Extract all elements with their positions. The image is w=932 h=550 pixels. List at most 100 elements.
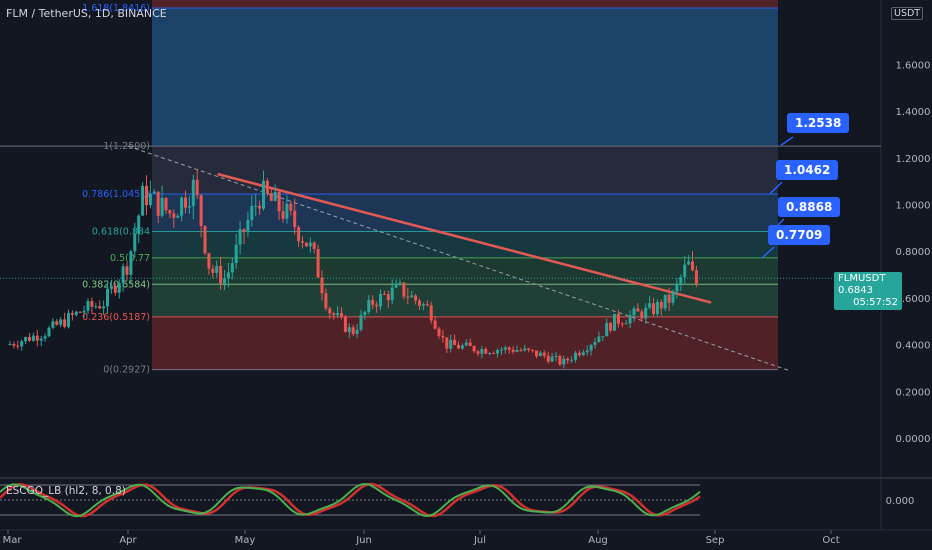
last-price-badge: FLMUSDT 0.6843 05:57:52 — [834, 272, 902, 310]
fib-label-2: 0.786(1.0451) — [82, 189, 150, 200]
candle-body-77 — [308, 242, 312, 247]
candle-body-59 — [238, 229, 242, 245]
indicator-title[interactable]: ESCGO_LB (hl2, 8, 0.8) — [6, 485, 126, 497]
candle-body-20 — [86, 301, 90, 311]
candle-body-40 — [164, 197, 168, 211]
last-price-symbol-price: FLMUSDT 0.6843 — [838, 273, 898, 297]
candles — [8, 169, 698, 369]
candle-body-57 — [230, 263, 234, 273]
candle-body-129 — [511, 349, 515, 352]
candle-body-4 — [24, 337, 28, 342]
candle-body-35 — [145, 185, 148, 206]
candle-body-36 — [148, 193, 152, 206]
candle-body-104 — [414, 295, 418, 301]
candle-body-34 — [141, 185, 145, 216]
candle-body-81 — [324, 293, 328, 309]
candle-body-48 — [195, 179, 199, 196]
fib-label-6: 0.236(0.5187) — [82, 312, 150, 323]
candle-body-155 — [613, 313, 616, 331]
x-tick-label-0: Mar — [3, 535, 23, 546]
candle-body-38 — [156, 191, 160, 216]
badge-countdown: 05:57:52 — [853, 297, 898, 308]
candle-body-143 — [566, 358, 570, 361]
resistance-trendline — [217, 172, 712, 304]
currency-label[interactable]: USDT — [891, 7, 924, 20]
candle-body-10 — [47, 327, 51, 337]
candle-body-15 — [67, 313, 70, 327]
x-tick-label-2: May — [235, 535, 256, 546]
candle-body-1 — [12, 344, 16, 346]
candle-body-173 — [683, 264, 687, 278]
y-tick-label-6: 0.4000 — [896, 341, 931, 352]
candle-body-95 — [379, 293, 382, 307]
y-tick-label-8: 0.0000 — [896, 434, 931, 445]
x-tick-label-4: Jul — [473, 535, 486, 546]
candle-body-163 — [644, 307, 648, 319]
y-tick-label-2: 1.2000 — [896, 154, 931, 165]
target-tag-4: 0.7709 — [768, 225, 831, 245]
candle-body-137 — [542, 352, 546, 356]
candle-body-83 — [332, 313, 336, 315]
candle-body-161 — [636, 308, 640, 312]
x-tick-label-6: Sep — [706, 535, 725, 546]
candle-body-120 — [476, 351, 480, 354]
candle-body-122 — [484, 348, 488, 354]
candle-body-2 — [16, 345, 20, 347]
candle-body-157 — [620, 323, 624, 325]
candle-body-142 — [562, 358, 566, 365]
candle-body-100 — [398, 282, 402, 284]
candle-body-160 — [632, 308, 636, 316]
candle-body-76 — [304, 242, 308, 247]
x-tick-label-7: Oct — [822, 535, 839, 546]
candle-body-64 — [258, 205, 262, 209]
candle-body-0 — [8, 344, 12, 346]
y-tick-label-5: 0.6000 — [896, 294, 931, 305]
candle-body-147 — [581, 352, 585, 356]
fib-retracement: 1.618(1.8416) 1(1.2500) 0.786(1.0451) 0.618… — [0, 0, 881, 376]
candle-body-109 — [433, 320, 437, 329]
candle-body-127 — [503, 347, 507, 350]
candle-body-145 — [574, 352, 577, 360]
x-tick-label-1: Apr — [119, 535, 137, 546]
candle-body-92 — [367, 299, 371, 312]
candle-body-165 — [652, 303, 655, 315]
candle-body-73 — [293, 210, 297, 228]
candle-body-88 — [351, 327, 355, 335]
candle-body-97 — [386, 294, 390, 301]
y-tick-label-7: 0.2000 — [896, 387, 931, 398]
candle-body-159 — [628, 315, 632, 324]
fib-zone-0 — [152, 7, 778, 147]
candle-body-128 — [507, 347, 511, 350]
candle-body-72 — [289, 203, 293, 211]
candle-body-115 — [457, 345, 460, 349]
candle-body-152 — [601, 336, 605, 338]
candle-body-33 — [137, 215, 141, 234]
candle-body-58 — [234, 244, 238, 264]
fib-zone-top — [152, 0, 778, 8]
candle-body-108 — [429, 305, 433, 321]
candle-body-5 — [28, 337, 31, 341]
time-axis: Mar Apr May Jun Jul Aug Sep Oct — [3, 530, 840, 546]
candle-body-25 — [106, 288, 109, 307]
candle-body-27 — [113, 285, 117, 293]
candle-body-8 — [39, 338, 43, 341]
candle-body-62 — [250, 206, 254, 221]
candle-body-32 — [133, 233, 137, 252]
candle-body-74 — [297, 227, 301, 242]
price-axis: 1.6000 1.4000 1.2000 1.0000 0.8000 0.6000 0.40… — [886, 60, 931, 507]
candle-body-113 — [449, 339, 453, 349]
oscillator-pane — [0, 482, 701, 518]
candle-body-99 — [394, 283, 398, 288]
candle-body-17 — [74, 311, 78, 315]
badge-price: 0.6843 — [838, 285, 873, 296]
x-tick-label-5: Aug — [588, 535, 608, 546]
candle-body-69 — [277, 192, 281, 212]
candle-body-168 — [663, 294, 667, 309]
candle-body-13 — [59, 319, 63, 325]
candle-body-68 — [273, 192, 277, 201]
candle-body-66 — [265, 180, 269, 194]
candle-body-63 — [254, 205, 258, 207]
candle-body-39 — [160, 197, 164, 216]
fib-label-7: 0(0.2927) — [103, 365, 150, 376]
